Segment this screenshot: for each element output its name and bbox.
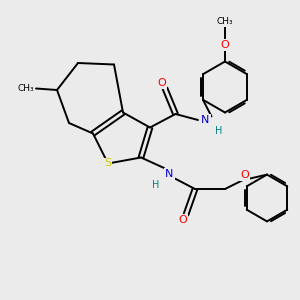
- Text: H: H: [152, 179, 160, 190]
- Text: N: N: [201, 115, 210, 125]
- Text: N: N: [165, 169, 174, 179]
- Text: CH₃: CH₃: [17, 84, 34, 93]
- Text: O: O: [240, 170, 249, 181]
- Text: O: O: [158, 78, 166, 88]
- Text: CH₃: CH₃: [217, 17, 233, 26]
- Text: H: H: [215, 125, 223, 136]
- Text: O: O: [178, 215, 187, 225]
- Text: S: S: [104, 158, 112, 169]
- Text: O: O: [220, 40, 230, 50]
